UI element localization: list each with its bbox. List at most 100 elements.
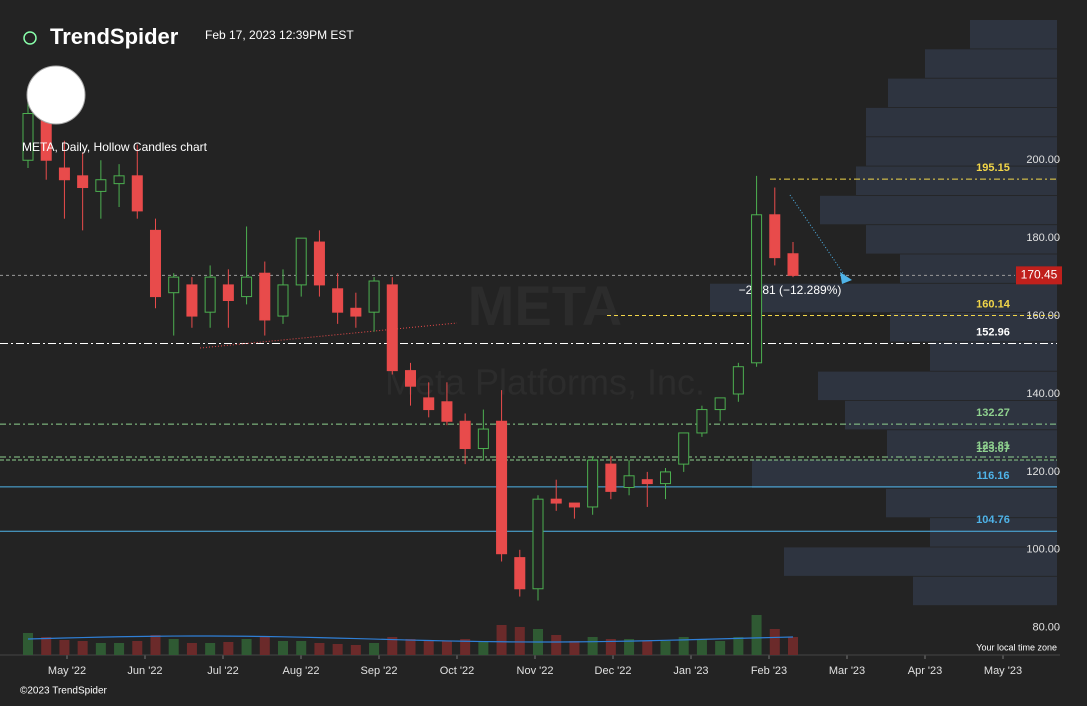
volume-profile-bar bbox=[866, 225, 1057, 254]
x-tick-label: Sep '22 bbox=[361, 665, 398, 677]
volume-profile-bar bbox=[913, 576, 1057, 606]
volume-bar bbox=[678, 637, 689, 655]
candle-body bbox=[587, 459, 599, 508]
candle-body bbox=[623, 475, 635, 488]
volume-bar bbox=[423, 641, 434, 655]
level-label: 116.16 bbox=[976, 470, 1009, 482]
volume-ma bbox=[27, 635, 794, 643]
candle-body bbox=[678, 432, 690, 465]
candle-body bbox=[295, 237, 307, 286]
volume-bar bbox=[624, 639, 635, 655]
volume-profile-bar bbox=[930, 518, 1057, 547]
candle-body bbox=[131, 175, 143, 212]
y-tick-label: 120.00 bbox=[1026, 466, 1060, 478]
volume-bar bbox=[696, 639, 707, 655]
volume-bar bbox=[186, 643, 197, 655]
volume-profile-bar bbox=[925, 49, 1057, 78]
volume-bar bbox=[77, 641, 88, 655]
candle-body bbox=[22, 112, 34, 161]
candle-body bbox=[186, 284, 198, 317]
x-tick-label: Dec '22 bbox=[595, 665, 632, 677]
volume-profile-bar bbox=[888, 78, 1057, 108]
candle-body bbox=[641, 479, 653, 485]
candle-body bbox=[204, 276, 216, 313]
volume-bar bbox=[514, 627, 525, 655]
volume-profile-bar bbox=[886, 488, 1057, 518]
x-tick-label: May '23 bbox=[984, 665, 1022, 677]
volume-profile-bar bbox=[710, 283, 1057, 313]
candle-body bbox=[58, 167, 70, 181]
candle-body bbox=[241, 276, 253, 298]
x-tick-label: Jan '23 bbox=[673, 665, 708, 677]
candle-body bbox=[605, 463, 617, 492]
volume-profile-bar bbox=[752, 459, 1057, 488]
candle-body bbox=[423, 397, 435, 411]
candle-body bbox=[787, 253, 799, 276]
candle-body bbox=[313, 241, 325, 286]
candle-body bbox=[769, 214, 781, 259]
change-label: −23.81 (−12.289%) bbox=[739, 283, 842, 297]
x-tick-label: Feb '23 bbox=[751, 665, 787, 677]
volume-bar bbox=[95, 643, 106, 655]
y-tick-label: 100.00 bbox=[1026, 544, 1060, 556]
volume-bar bbox=[350, 645, 361, 655]
candle-body bbox=[113, 175, 125, 185]
timestamp: Feb 17, 2023 12:39PM EST bbox=[205, 28, 354, 42]
volume-profile-bar bbox=[930, 342, 1057, 371]
x-tick-label: Apr '23 bbox=[908, 665, 943, 677]
volume-bar bbox=[751, 615, 762, 655]
last-price-label: 170.45 bbox=[1021, 268, 1058, 282]
candle-body bbox=[550, 498, 562, 504]
volume-bar bbox=[369, 643, 380, 655]
copyright: ©2023 TrendSpider bbox=[20, 686, 108, 697]
candle-body bbox=[222, 284, 234, 301]
volume-bar bbox=[332, 644, 343, 655]
volume-profile-bar bbox=[866, 107, 1057, 137]
candle-body bbox=[259, 272, 271, 321]
volume-profile-bar bbox=[818, 371, 1057, 401]
volume-bar bbox=[241, 639, 252, 655]
volume-bar bbox=[205, 643, 216, 655]
volume-bar bbox=[41, 637, 52, 655]
volume-bar bbox=[787, 637, 799, 655]
y-tick-label: 140.00 bbox=[1026, 388, 1060, 400]
volume-profile-bar bbox=[820, 195, 1057, 225]
candle-body bbox=[514, 557, 526, 590]
volume-profile-bar bbox=[856, 166, 1057, 195]
candle-body bbox=[332, 288, 344, 313]
level-label: 152.96 bbox=[976, 326, 1010, 338]
volume-bar bbox=[496, 625, 507, 655]
candle-body bbox=[568, 502, 580, 508]
candle-body bbox=[532, 498, 544, 590]
watermark: META bbox=[468, 274, 623, 337]
volume-bar bbox=[114, 643, 125, 655]
volume-bar bbox=[223, 642, 234, 655]
watermark-sub: Meta Platforms, Inc. bbox=[385, 362, 705, 403]
volume-profile-bar bbox=[845, 400, 1057, 430]
trendline bbox=[199, 322, 458, 349]
volume-bar bbox=[314, 643, 325, 655]
volume-profile-bar bbox=[784, 547, 1057, 576]
candle-body bbox=[77, 175, 89, 189]
volume-bar bbox=[769, 629, 780, 655]
volume-bar bbox=[605, 639, 616, 655]
candle-body bbox=[751, 214, 763, 364]
y-tick-label: 80.00 bbox=[1032, 622, 1060, 634]
candle-body bbox=[95, 179, 107, 192]
candle-body bbox=[168, 276, 180, 294]
y-tick-label: 180.00 bbox=[1026, 232, 1060, 244]
candle-body bbox=[441, 401, 453, 422]
level-label: 123.07 bbox=[976, 443, 1010, 455]
volume-profile bbox=[710, 20, 1057, 606]
volume-bar bbox=[277, 641, 289, 655]
candle-body bbox=[149, 229, 162, 298]
x-tick-label: Jul '22 bbox=[207, 665, 238, 677]
level-label: 160.14 bbox=[976, 298, 1011, 310]
volume-profile-bar bbox=[887, 430, 1057, 459]
candle-body bbox=[496, 420, 508, 555]
measure-arrow bbox=[789, 194, 846, 277]
candle-body bbox=[696, 409, 708, 434]
candle-body bbox=[404, 370, 417, 387]
